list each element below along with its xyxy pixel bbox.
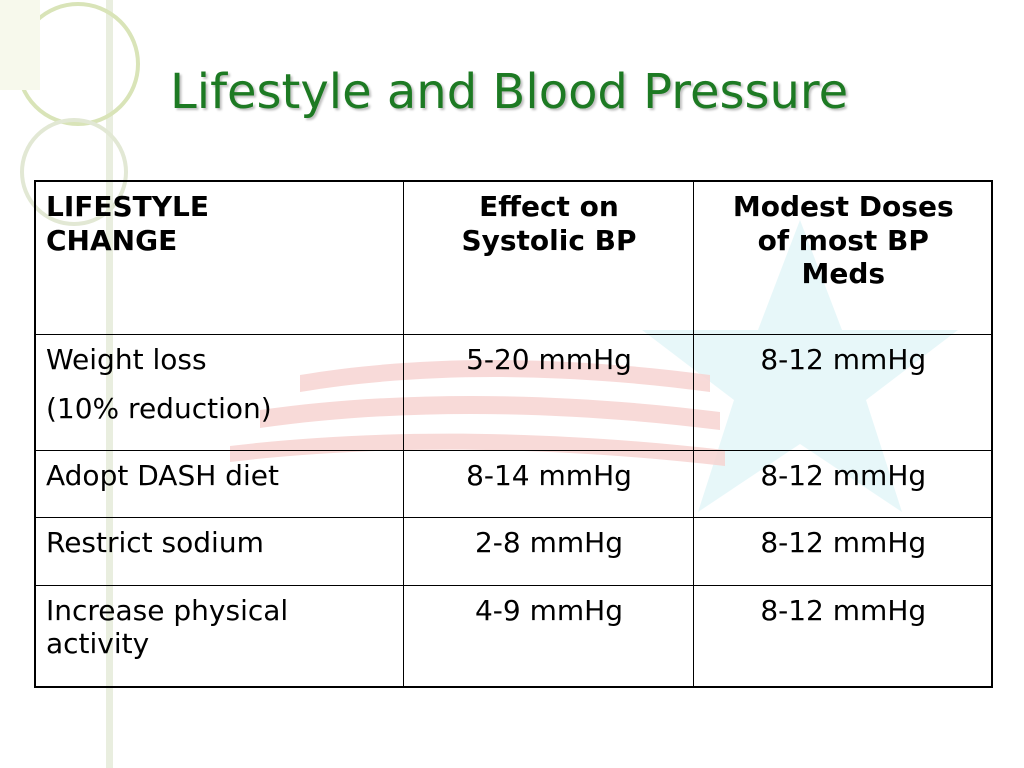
header-text-line: Effect on [479, 190, 619, 223]
table-row: Increase physical activity 4-9 mmHg 8-12… [34, 584, 993, 688]
header-text-line: LIFESTYLE [46, 190, 210, 223]
header-text-line: CHANGE [46, 223, 178, 257]
cell-text-line: activity [46, 627, 150, 661]
table-row: Restrict sodium 2-8 mmHg 8-12 mmHg [34, 516, 993, 586]
cell-text-line: Adopt DASH diet [46, 458, 279, 492]
table-row: Adopt DASH diet 8-14 mmHg 8-12 mmHg [34, 449, 993, 518]
cell-modest-doses: 8-12 mmHg [692, 516, 993, 586]
header-lifestyle-change: LIFESTYLE CHANGE [34, 180, 404, 335]
header-text-line: of most BP [757, 223, 929, 257]
cell-lifestyle-change: Adopt DASH diet [34, 449, 404, 518]
slide-title: Lifestyle and Blood Pressure [170, 64, 849, 120]
lifestyle-bp-table: LIFESTYLE CHANGE Effect on Systolic BP M… [34, 180, 993, 688]
header-text-line: Modest Doses [732, 190, 954, 223]
cell-lifestyle-change: Increase physical activity [34, 584, 404, 688]
cell-lifestyle-change: Weight loss (10% reduction) [34, 333, 404, 451]
cell-text-line: Increase physical [46, 593, 289, 627]
cell-effect-systolic: 2-8 mmHg [402, 516, 694, 586]
cell-modest-doses: 8-12 mmHg [692, 584, 993, 688]
table-header-row: LIFESTYLE CHANGE Effect on Systolic BP M… [34, 180, 993, 335]
decorative-rings [0, 0, 140, 226]
cell-text-line: (10% reduction) [46, 392, 272, 426]
cell-lifestyle-change: Restrict sodium [34, 516, 404, 586]
header-text-line: Meds [801, 257, 886, 291]
table-row: Weight loss (10% reduction) 5-20 mmHg 8-… [34, 333, 993, 451]
cell-modest-doses: 8-12 mmHg [692, 333, 993, 451]
cell-effect-systolic: 4-9 mmHg [402, 584, 694, 688]
header-effect-systolic: Effect on Systolic BP [402, 180, 694, 335]
cell-text-line: Restrict sodium [46, 525, 264, 559]
cell-effect-systolic: 5-20 mmHg [402, 333, 694, 451]
cell-effect-systolic: 8-14 mmHg [402, 449, 694, 518]
cell-text-line: Weight loss [46, 342, 207, 376]
header-modest-doses: Modest Doses of most BP Meds [692, 180, 993, 335]
cell-modest-doses: 8-12 mmHg [692, 449, 993, 518]
header-text-line: Systolic BP [461, 223, 637, 257]
